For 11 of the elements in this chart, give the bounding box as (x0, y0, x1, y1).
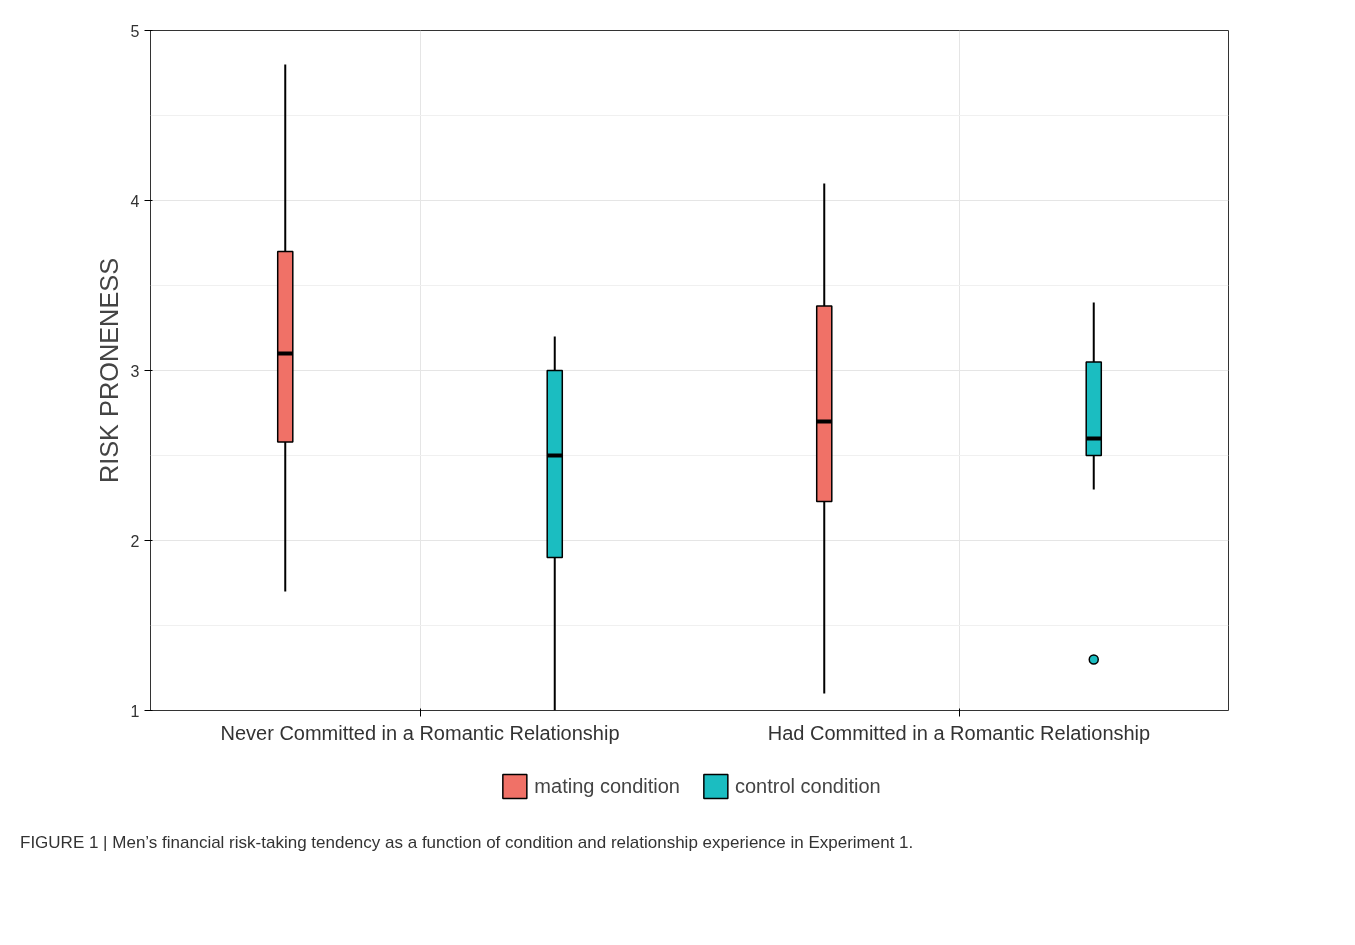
y-tick-label: 3 (130, 362, 140, 380)
y-axis-title: RISK PRONENESS (94, 257, 123, 484)
caption: FIGURE 1 | Men’s financial risk-taking tendency as a function of condition and relationship experience in Experiment 1. (20, 832, 914, 854)
legend-label: mating condition (534, 774, 680, 798)
y-tick-label: 1 (130, 702, 140, 720)
x-tick-label: Had Committed in a Romantic Relationship (767, 721, 1151, 744)
y-tick-label: 5 (130, 22, 140, 40)
y-tick-label: 2 (130, 532, 140, 550)
legend-label: control condition (735, 774, 881, 798)
y-tick-label: 4 (130, 192, 140, 210)
x-tick-label: Never Committed in a Romantic Relationship (220, 721, 620, 744)
